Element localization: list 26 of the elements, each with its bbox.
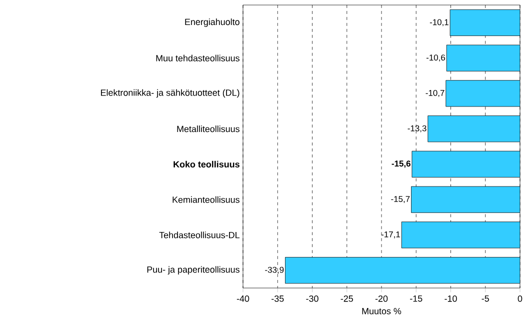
x-tick-label: -10 — [444, 295, 457, 302]
y-tick-label: Kemianteollisuus — [172, 196, 240, 203]
y-tick-label: Muu tehdasteollisuus — [156, 54, 240, 62]
data-label: -15,6 — [392, 160, 410, 168]
data-label: -33,9 — [265, 266, 284, 274]
x-tick-label: -20 — [375, 295, 388, 302]
data-label: -10,7 — [426, 90, 444, 97]
x-tick-label: 0 — [518, 295, 522, 302]
data-label: -10,6 — [426, 54, 446, 62]
y-tick-label: Metalliteollisuus — [177, 126, 240, 132]
x-tick-label: -40 — [236, 295, 250, 302]
x-tick-label: -25 — [340, 295, 353, 302]
y-tick-label: Koko teollisuus — [174, 160, 240, 168]
x-tick-label: -15 — [410, 295, 422, 302]
y-tick-label: Elektroniikka- ja sähkötuotteet (DL) — [101, 89, 240, 98]
x-tick-label: -35 — [272, 295, 284, 302]
data-label: -17,1 — [381, 231, 400, 238]
y-tick-label: Energiahuolto — [185, 18, 240, 27]
x-tick-label: -5 — [482, 295, 489, 302]
x-axis-title: Muutos % — [362, 308, 402, 314]
data-label: -10,1 — [430, 19, 448, 26]
x-tick-label: -30 — [306, 295, 318, 302]
data-label: -15,7 — [391, 196, 410, 204]
y-tick-label: Tehdasteollisuus-DL — [159, 232, 240, 238]
data-label: -13,3 — [408, 125, 426, 132]
y-tick-label: Puu- ja paperiteollisuus — [147, 266, 240, 274]
